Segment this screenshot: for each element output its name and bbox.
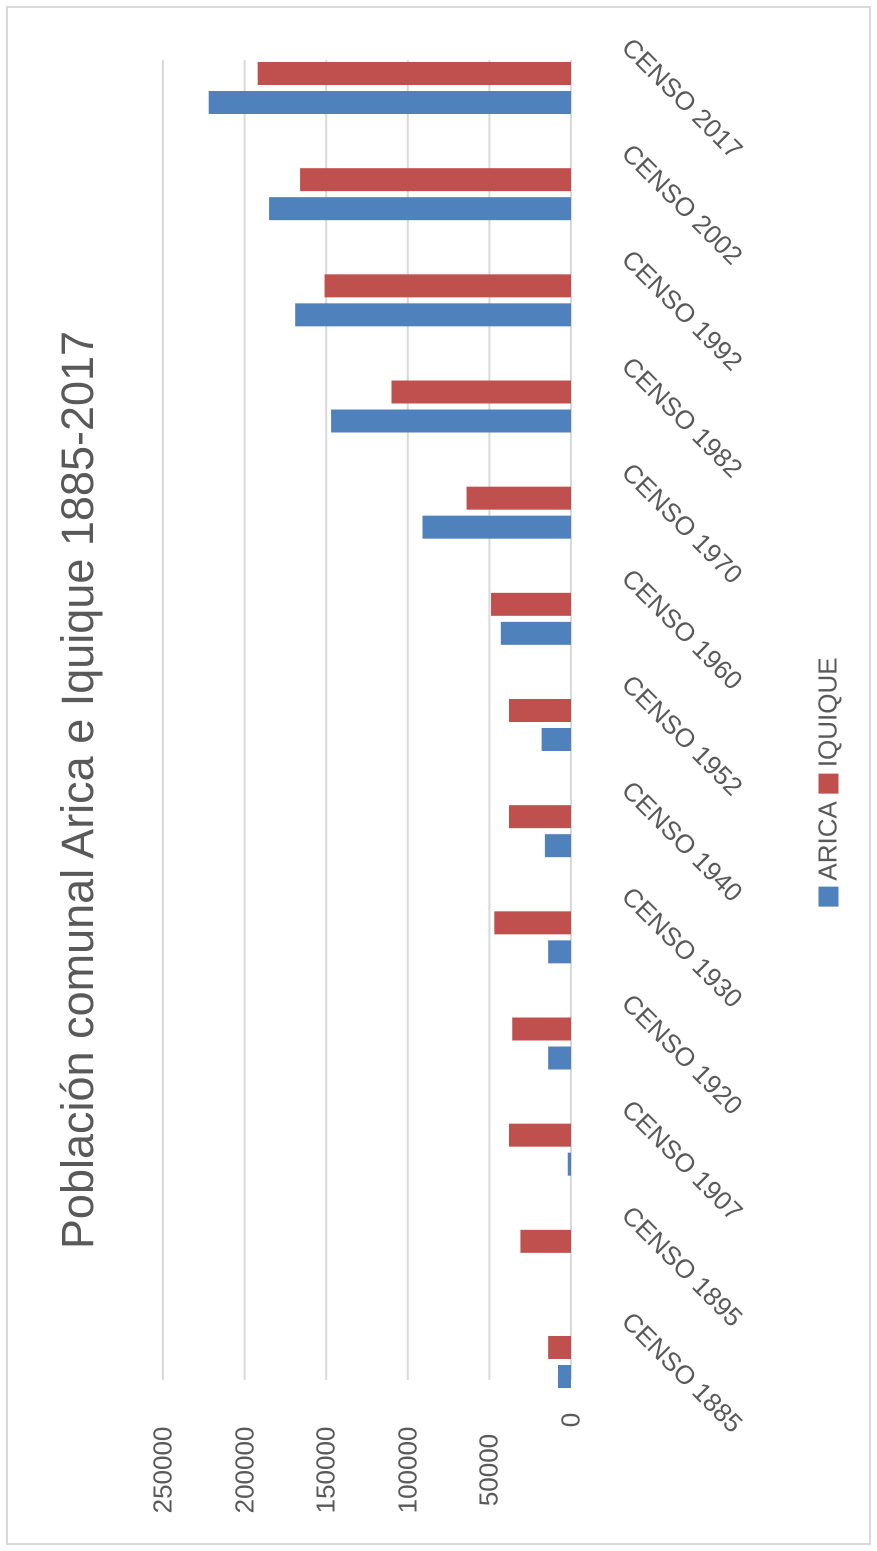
bar-arica-6 bbox=[541, 728, 571, 751]
bar-iquique-8 bbox=[466, 486, 571, 510]
bar-iquique-4 bbox=[494, 911, 571, 935]
bar-iquique-10 bbox=[324, 274, 571, 298]
legend-item-iquique: IQUIQUE bbox=[812, 657, 844, 794]
bar-iquique-7 bbox=[491, 592, 571, 616]
bar-iquique-1 bbox=[520, 1229, 571, 1253]
bar-iquique-2 bbox=[508, 1123, 571, 1147]
bar-arica-12 bbox=[208, 91, 572, 114]
value-tick-5: 250000 bbox=[147, 1426, 178, 1514]
bar-arica-2 bbox=[567, 1152, 571, 1176]
chart-frame bbox=[6, 6, 871, 1545]
bar-iquique-12 bbox=[257, 62, 571, 85]
legend: ARICA IQUIQUE bbox=[812, 657, 844, 907]
bar-arica-11 bbox=[269, 197, 571, 221]
bar-iquique-3 bbox=[512, 1017, 571, 1041]
value-tick-1: 50000 bbox=[473, 1433, 504, 1507]
legend-label-arica: ARICA bbox=[812, 801, 843, 881]
value-tick-4: 200000 bbox=[229, 1426, 260, 1514]
bars bbox=[208, 62, 572, 1388]
bar-iquique-0 bbox=[548, 1336, 571, 1359]
bar-arica-5 bbox=[544, 834, 571, 858]
legend-label-iquique: IQUIQUE bbox=[812, 657, 843, 768]
legend-swatch-iquique bbox=[818, 773, 838, 794]
bar-arica-7 bbox=[500, 621, 571, 645]
bar-arica-4 bbox=[548, 940, 571, 964]
bar-iquique-11 bbox=[300, 168, 571, 192]
value-tick-3: 150000 bbox=[310, 1426, 341, 1514]
bar-arica-8 bbox=[422, 515, 571, 539]
bar-iquique-5 bbox=[508, 805, 571, 829]
chart-title: Población comunal Arica e Iquique 1885-2… bbox=[52, 330, 103, 1250]
bar-arica-0 bbox=[557, 1365, 571, 1388]
value-tick-0: 0 bbox=[555, 1412, 586, 1428]
bar-iquique-9 bbox=[391, 380, 571, 404]
legend-item-arica: ARICA bbox=[812, 801, 844, 907]
bar-arica-9 bbox=[331, 409, 571, 433]
bar-iquique-6 bbox=[508, 699, 571, 722]
legend-swatch-arica bbox=[818, 886, 838, 907]
value-tick-2: 100000 bbox=[392, 1426, 423, 1514]
bar-arica-3 bbox=[548, 1046, 571, 1070]
bar-arica-10 bbox=[295, 303, 571, 327]
